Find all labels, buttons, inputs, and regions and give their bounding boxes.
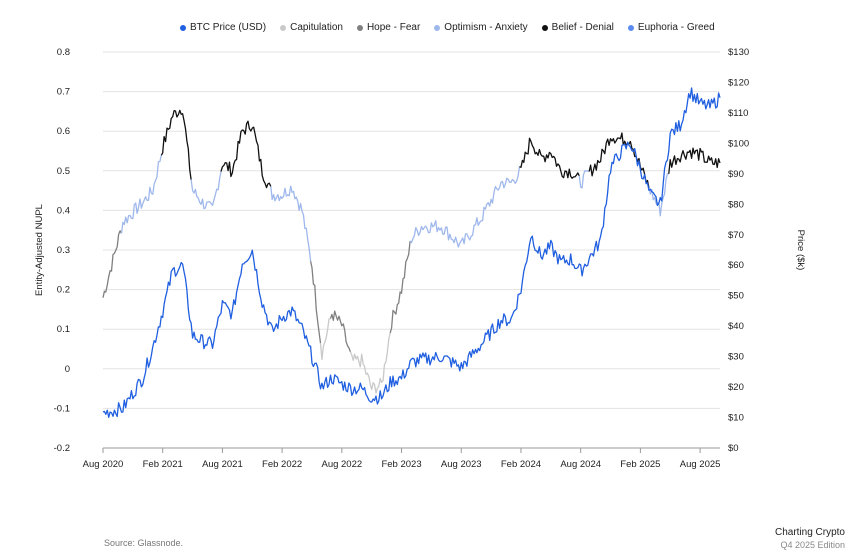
x-tick-label: Feb 2022 — [262, 459, 302, 470]
nupl-phase-segment — [668, 147, 721, 174]
nupl-phase-segment — [329, 310, 352, 353]
y-left-tick-label: 0.1 — [57, 324, 70, 335]
y-right-tick-label: $130 — [728, 47, 749, 58]
brand-edition: Q4 2025 Edition — [780, 540, 845, 550]
legend-label: Optimism - Anxiety — [444, 22, 528, 33]
nupl-phase-segment — [409, 166, 521, 248]
y-left-tick-label: -0.1 — [54, 403, 70, 414]
y-right-tick-label: $80 — [728, 199, 744, 210]
legend-item: BTC Price (USD) — [180, 22, 266, 33]
y-left-tick-label: 0.4 — [57, 205, 70, 216]
y-right-tick-label: $0 — [728, 443, 739, 454]
legend-dot — [541, 24, 548, 31]
legend-dot — [356, 24, 363, 31]
nupl-phase-segment — [519, 137, 580, 179]
nupl-phase-segment — [578, 170, 590, 189]
x-tick-label: Aug 2025 — [680, 459, 721, 470]
y-left-tick-label: -0.2 — [54, 443, 70, 454]
x-tick-label: Aug 2023 — [441, 459, 482, 470]
y-right-tick-label: $10 — [728, 413, 744, 424]
y-left-tick-label: 0.3 — [57, 245, 70, 256]
x-tick-label: Feb 2023 — [381, 459, 421, 470]
x-tick-label: Feb 2024 — [501, 459, 541, 470]
nupl-phase-segment — [349, 332, 391, 394]
nupl-phase-segment — [389, 240, 411, 334]
y-right-tick-label: $60 — [728, 260, 744, 271]
legend-dot — [434, 24, 441, 31]
grid-lines — [103, 51, 720, 449]
legend-label: Belief - Denial — [551, 22, 614, 33]
x-tick-label: Feb 2021 — [143, 459, 183, 470]
y-right-axis-title: Price ($k) — [795, 230, 806, 271]
nupl-phase-segment — [220, 120, 272, 189]
y-right-tick-label: $40 — [728, 321, 744, 332]
nupl-phase-segment — [160, 109, 192, 180]
y-left-tick-label: 0.8 — [57, 47, 70, 58]
y-left-tick-label: 0 — [65, 364, 70, 375]
legend-item: Belief - Denial — [541, 22, 614, 33]
y-right-tick-label: $70 — [728, 230, 744, 241]
legend-item: Hope - Fear — [356, 22, 421, 33]
y-right-tick-label: $90 — [728, 169, 744, 180]
y-left-tick-label: 0.6 — [57, 126, 70, 137]
brand-block: Charting Crypto Q4 2025 Edition — [775, 527, 845, 551]
legend-label: Euphoria - Greed — [637, 22, 715, 33]
y-right-tick-label: $120 — [728, 77, 749, 88]
chart-legend: BTC Price (USD) Capitulation Hope - Fear Op… — [180, 22, 715, 33]
legend-dot — [180, 24, 186, 31]
y-right-tick-label: $50 — [728, 291, 744, 302]
x-tick-label: Aug 2021 — [202, 459, 243, 470]
legend-item: Optimism - Anxiety — [434, 22, 528, 33]
legend-item: Euphoria - Greed — [627, 22, 715, 33]
x-tick-label: Aug 2024 — [560, 459, 601, 470]
x-tick-label: Aug 2020 — [83, 459, 124, 470]
brand-title: Charting Crypto — [774, 527, 845, 538]
y-right-tick-label: $100 — [728, 138, 749, 149]
y-left-axis-title: Entity-Adjusted NUPL — [34, 204, 45, 296]
y-left-tick-label: 0.2 — [57, 285, 70, 296]
nupl-phase-segment — [309, 260, 322, 344]
y-right-tick-label: $30 — [728, 352, 744, 363]
btc-price-line — [102, 87, 721, 418]
source-note: Source: Glassnode. — [104, 538, 184, 548]
nupl-phase-segment — [648, 173, 669, 217]
legend-label: Hope - Fear — [366, 22, 421, 33]
series-lines — [102, 87, 721, 418]
legend-item: Capitulation — [280, 22, 343, 33]
nupl-phase-segment — [588, 132, 650, 188]
nupl-phase-segment — [190, 171, 222, 210]
legend-dot — [627, 24, 634, 31]
nupl-phase-segment — [120, 155, 162, 234]
y-left-tick-label: 0.7 — [57, 87, 70, 98]
y-right-tick-label: $20 — [728, 382, 744, 393]
x-tick-label: Feb 2025 — [620, 459, 660, 470]
nupl-phase-segment — [270, 185, 312, 262]
nupl-phase-segment — [102, 230, 123, 298]
x-tick-label: Aug 2022 — [321, 459, 362, 470]
legend-label: BTC Price (USD) — [190, 22, 267, 33]
y-right-tick-label: $110 — [728, 108, 748, 119]
y-left-tick-label: 0.5 — [57, 166, 70, 177]
legend-label: Capitulation — [290, 22, 343, 33]
nupl-phase-segment — [319, 317, 331, 361]
legend-dot — [280, 24, 287, 31]
axes: 0.8 0.7 0.6 0.5 0.4 0.3 0.2 0.1 0 -0.1 -0.2 $130 $12… — [54, 47, 750, 470]
